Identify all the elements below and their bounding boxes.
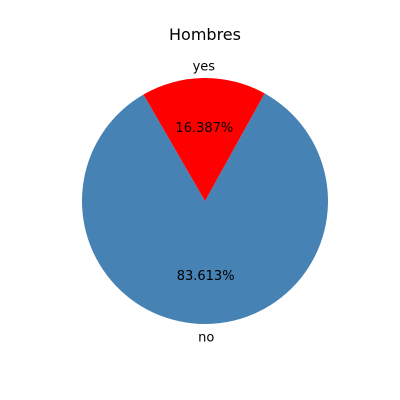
pie-labels: no 83.613% yes 16.387% bbox=[175, 60, 234, 346]
pie-slice-yes bbox=[143, 78, 265, 201]
chart-title: Hombres bbox=[169, 25, 241, 44]
slice-label-no: no bbox=[198, 330, 214, 345]
slice-percent-no: 83.613% bbox=[177, 269, 235, 284]
slice-percent-yes: 16.387% bbox=[175, 121, 233, 136]
slice-label-yes: yes bbox=[193, 60, 216, 75]
pie-slices bbox=[81, 78, 329, 324]
pie-slice-no bbox=[81, 93, 329, 324]
